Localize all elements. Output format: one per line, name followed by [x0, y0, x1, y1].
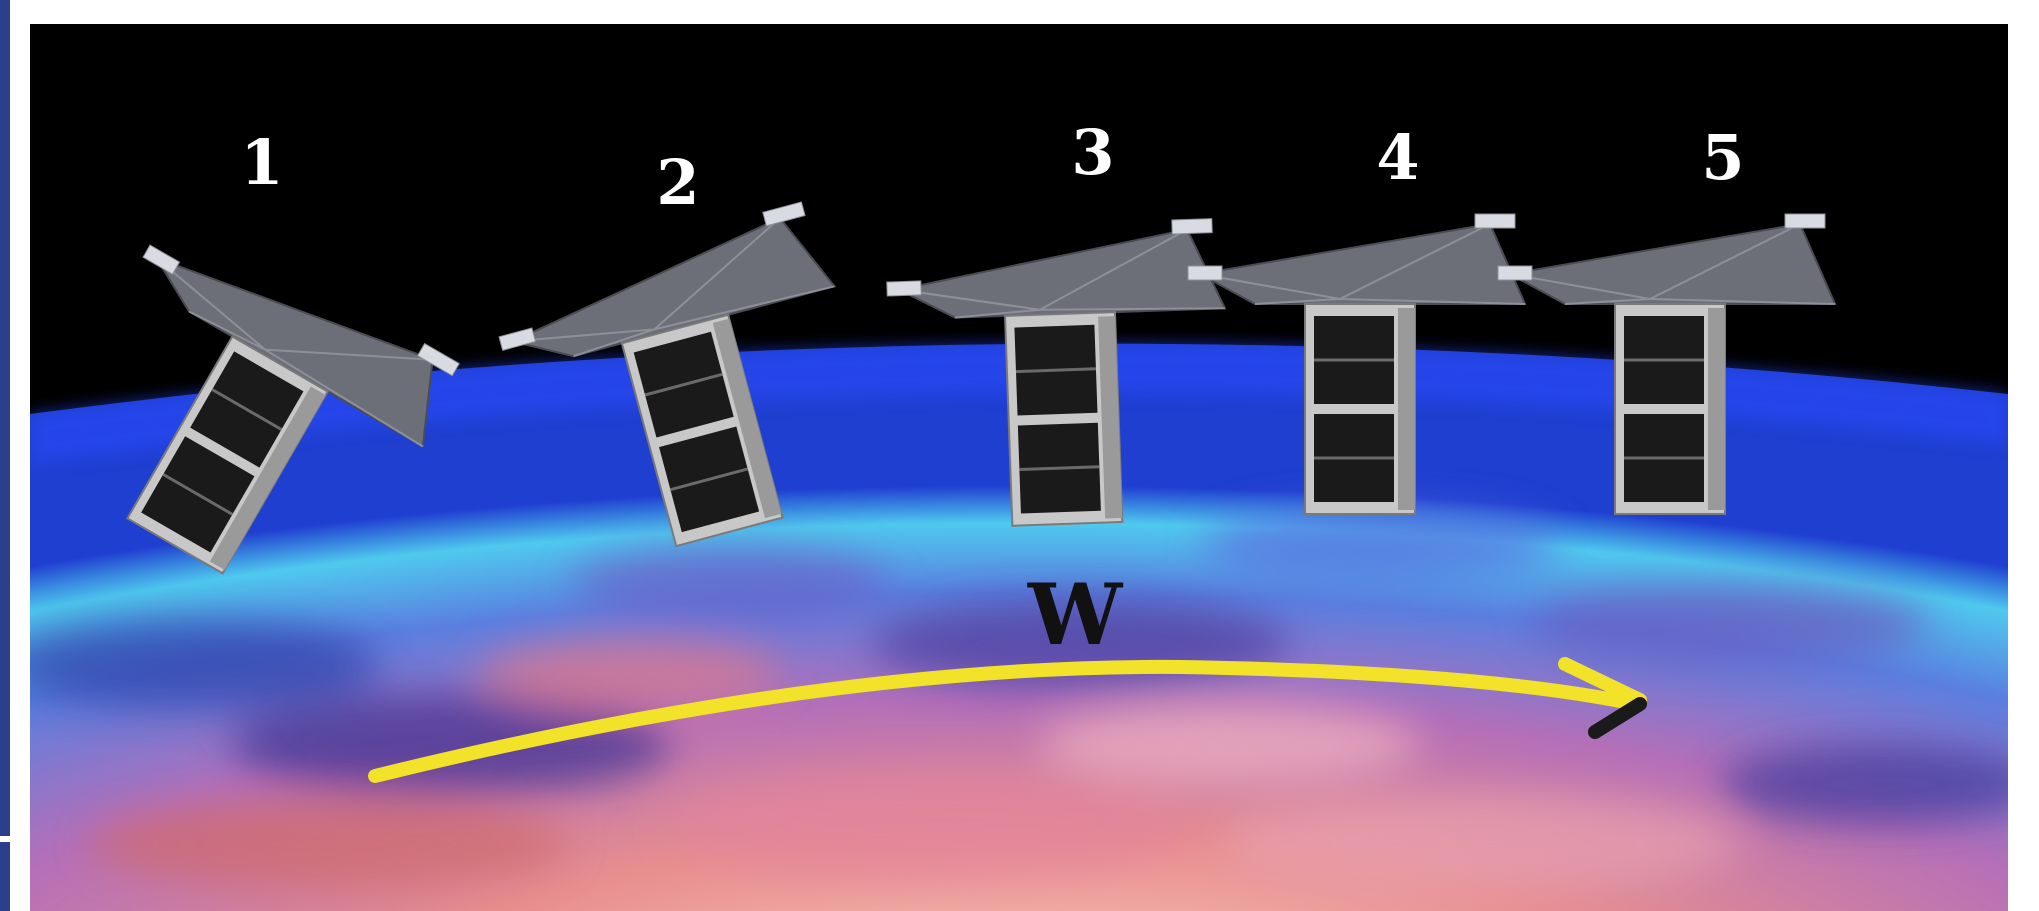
- sail-fold-line: [1509, 223, 1836, 305]
- satellite-3: [886, 218, 1227, 527]
- cubesat-side: [209, 386, 326, 570]
- satellite-formation-diagram: 1 2 3 4 5 W: [30, 24, 2008, 911]
- cubesat-side: [1708, 308, 1725, 510]
- cubesat-side: [712, 318, 782, 519]
- cubesat-panel-divider-lower: [162, 473, 234, 516]
- left-accent-bar: [0, 0, 10, 911]
- sail-fold-line: [1199, 223, 1526, 305]
- satellite-1: [126, 244, 460, 575]
- satellites-group: 1 2 3 4 5: [126, 116, 1837, 575]
- sail-panel: [896, 228, 1227, 319]
- left-accent-bar-gap: [0, 836, 10, 842]
- satellite-number-4: 4: [1376, 121, 1419, 194]
- sail-tip-right: [1784, 213, 1826, 229]
- sail-fold-line: [512, 217, 835, 358]
- cubesat-panel-divider-upper: [1015, 367, 1096, 374]
- satellite-2: [498, 201, 837, 548]
- cubesat-side: [1098, 316, 1123, 519]
- satellite-number-2: 2: [656, 146, 699, 219]
- cubesat-side: [1398, 308, 1415, 510]
- sail-tip-right: [1474, 213, 1516, 229]
- sail-tip-left: [886, 280, 922, 297]
- cubesat-panel-divider-upper: [644, 372, 723, 397]
- sail-tip-left: [142, 244, 181, 275]
- earth-surface: [30, 343, 2008, 911]
- sail-tip-right: [416, 342, 460, 377]
- satellite-number-5: 5: [1701, 121, 1744, 194]
- sail-tip-right: [762, 201, 806, 227]
- velocity-label: W: [1027, 565, 1124, 664]
- sail-tip-left: [1187, 265, 1223, 281]
- cubesat-panel-divider-upper: [211, 388, 283, 431]
- satellite-5: [1497, 213, 1837, 515]
- cubesat-panel-divider-lower: [1019, 465, 1100, 472]
- velocity-arrow: [368, 657, 1647, 783]
- cubesat-panel-divider-lower: [670, 467, 749, 492]
- velocity-arrow-shaft: [368, 659, 1642, 783]
- sail-tip-right: [1171, 218, 1213, 235]
- satellite-number-1: 1: [240, 126, 283, 199]
- sail-fold-line: [898, 228, 1225, 319]
- sail-tip-left: [498, 327, 537, 351]
- sail-fold-line: [155, 257, 433, 448]
- velocity-arrow-head-upper: [1558, 657, 1647, 707]
- sail-tip-left: [1497, 265, 1533, 281]
- satellite-4: [1187, 213, 1527, 515]
- satellite-number-3: 3: [1071, 116, 1114, 189]
- velocity-arrow-head-lower: [1588, 697, 1647, 739]
